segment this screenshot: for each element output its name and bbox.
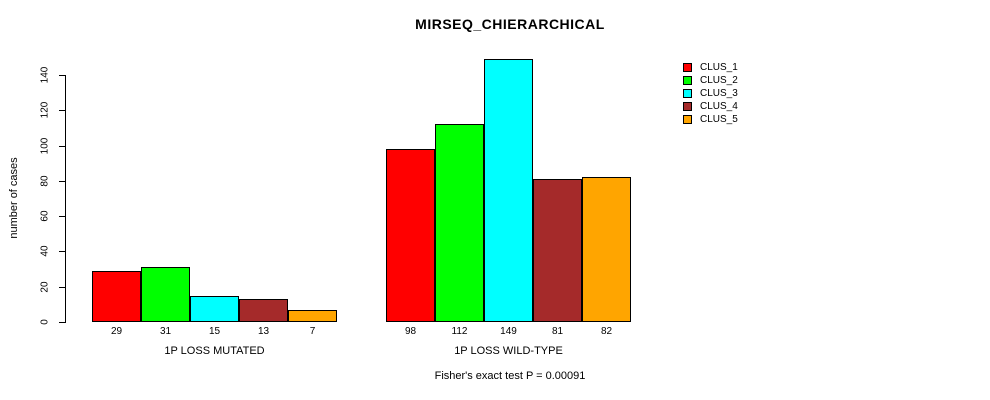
bar-value-label: 98 bbox=[404, 326, 417, 337]
bar-CLUS_2 bbox=[435, 124, 484, 322]
bar-value-label: 15 bbox=[208, 326, 221, 337]
bar-value-label: 29 bbox=[110, 326, 123, 337]
x-group-label: 1P LOSS WILD-TYPE bbox=[454, 345, 563, 357]
y-tick-label-text: 0 bbox=[39, 319, 51, 325]
legend-item: CLUS_2 bbox=[683, 74, 738, 87]
bar-CLUS_3 bbox=[484, 59, 533, 322]
legend: CLUS_1 CLUS_2 CLUS_3 CLUS_4 CLUS_5 bbox=[683, 61, 738, 126]
y-tick bbox=[59, 322, 65, 323]
bar-CLUS_4 bbox=[239, 299, 288, 322]
bar-value-label: 13 bbox=[257, 326, 270, 337]
legend-swatch bbox=[683, 63, 692, 72]
y-tick-label-text: 120 bbox=[39, 101, 51, 119]
legend-label: CLUS_5 bbox=[700, 114, 738, 125]
bar-value-label: 7 bbox=[309, 326, 316, 337]
y-tick bbox=[59, 75, 65, 76]
bar-value-label: 31 bbox=[159, 326, 172, 337]
bar-CLUS_1 bbox=[92, 270, 141, 322]
legend-item: CLUS_1 bbox=[683, 61, 738, 74]
legend-swatch bbox=[683, 102, 692, 111]
bar-CLUS_4 bbox=[533, 179, 582, 322]
bar-CLUS_5 bbox=[582, 177, 631, 322]
chart-title: MIRSEQ_CHIERARCHICAL bbox=[415, 16, 605, 32]
bar-value-label: 112 bbox=[451, 326, 468, 337]
y-tick bbox=[59, 286, 65, 288]
legend-item: CLUS_3 bbox=[683, 87, 738, 100]
y-tick-label-text: 100 bbox=[39, 137, 51, 154]
bar-value-label: 81 bbox=[551, 326, 564, 337]
bar-CLUS_3 bbox=[190, 295, 239, 322]
y-tick bbox=[59, 145, 65, 147]
y-tick bbox=[59, 216, 65, 218]
bar-value-label: 149 bbox=[500, 326, 517, 337]
y-tick-label-text: 20 bbox=[39, 281, 51, 293]
legend-item: CLUS_5 bbox=[683, 113, 738, 126]
legend-swatch bbox=[683, 89, 692, 98]
y-tick-label-text: 80 bbox=[39, 175, 51, 187]
y-tick-label-text: 60 bbox=[39, 210, 51, 222]
y-tick bbox=[59, 180, 65, 182]
y-axis-line bbox=[65, 75, 66, 323]
y-tick-label-text: 40 bbox=[39, 245, 51, 257]
y-tick bbox=[59, 251, 65, 253]
y-axis-label-text: number of cases bbox=[8, 157, 20, 239]
bar-CLUS_2 bbox=[141, 267, 190, 322]
legend-label: CLUS_1 bbox=[700, 62, 738, 73]
bar-CLUS_5 bbox=[288, 309, 337, 322]
legend-swatch bbox=[683, 115, 692, 124]
y-tick bbox=[59, 110, 65, 112]
legend-label: CLUS_2 bbox=[700, 75, 738, 86]
legend-swatch bbox=[683, 76, 692, 85]
legend-label: CLUS_4 bbox=[700, 101, 738, 112]
footer-note: Fisher's exact test P = 0.00091 bbox=[434, 370, 586, 382]
x-group-label: 1P LOSS MUTATED bbox=[164, 345, 265, 357]
bar-CLUS_1 bbox=[386, 149, 435, 322]
legend-item: CLUS_4 bbox=[683, 100, 738, 113]
bar-value-label: 82 bbox=[600, 326, 613, 337]
y-tick-label-text: 140 bbox=[39, 66, 51, 84]
legend-label: CLUS_3 bbox=[700, 88, 738, 99]
